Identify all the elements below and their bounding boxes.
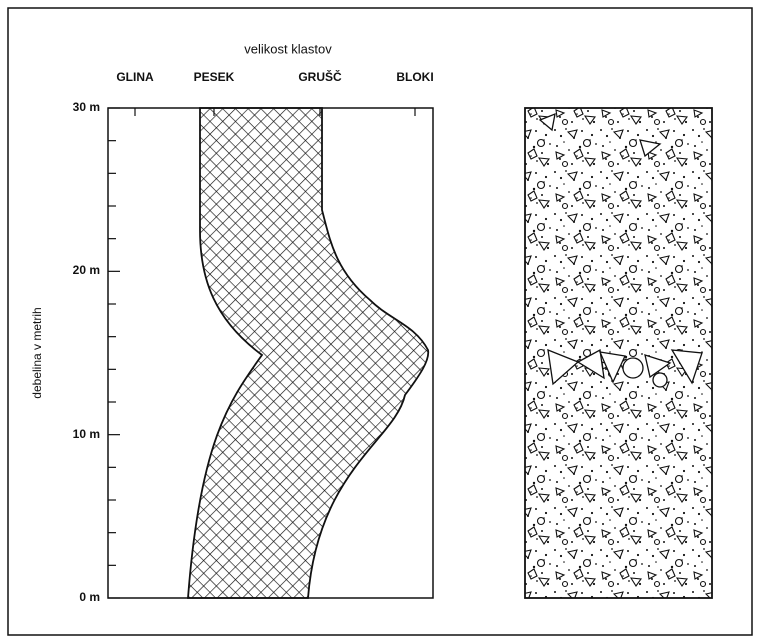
tick-label: 10 m xyxy=(73,427,100,441)
frame xyxy=(7,7,753,636)
ticks xyxy=(108,107,416,599)
tick-label: 0 m xyxy=(79,590,100,604)
column-label: GRUŠČ xyxy=(298,69,342,84)
grain-size-band xyxy=(187,107,430,599)
column-label: GLINA xyxy=(116,70,154,84)
tick-label: 30 m xyxy=(73,100,100,114)
title: velikost klastov xyxy=(244,41,332,56)
axis-label: debelina v metrih xyxy=(30,307,44,398)
boulder-layer xyxy=(538,112,703,388)
column-label: PESEK xyxy=(194,70,235,84)
plot-box xyxy=(107,107,434,599)
column-label: BLOKI xyxy=(396,70,433,84)
tick-label: 20 m xyxy=(73,263,100,277)
